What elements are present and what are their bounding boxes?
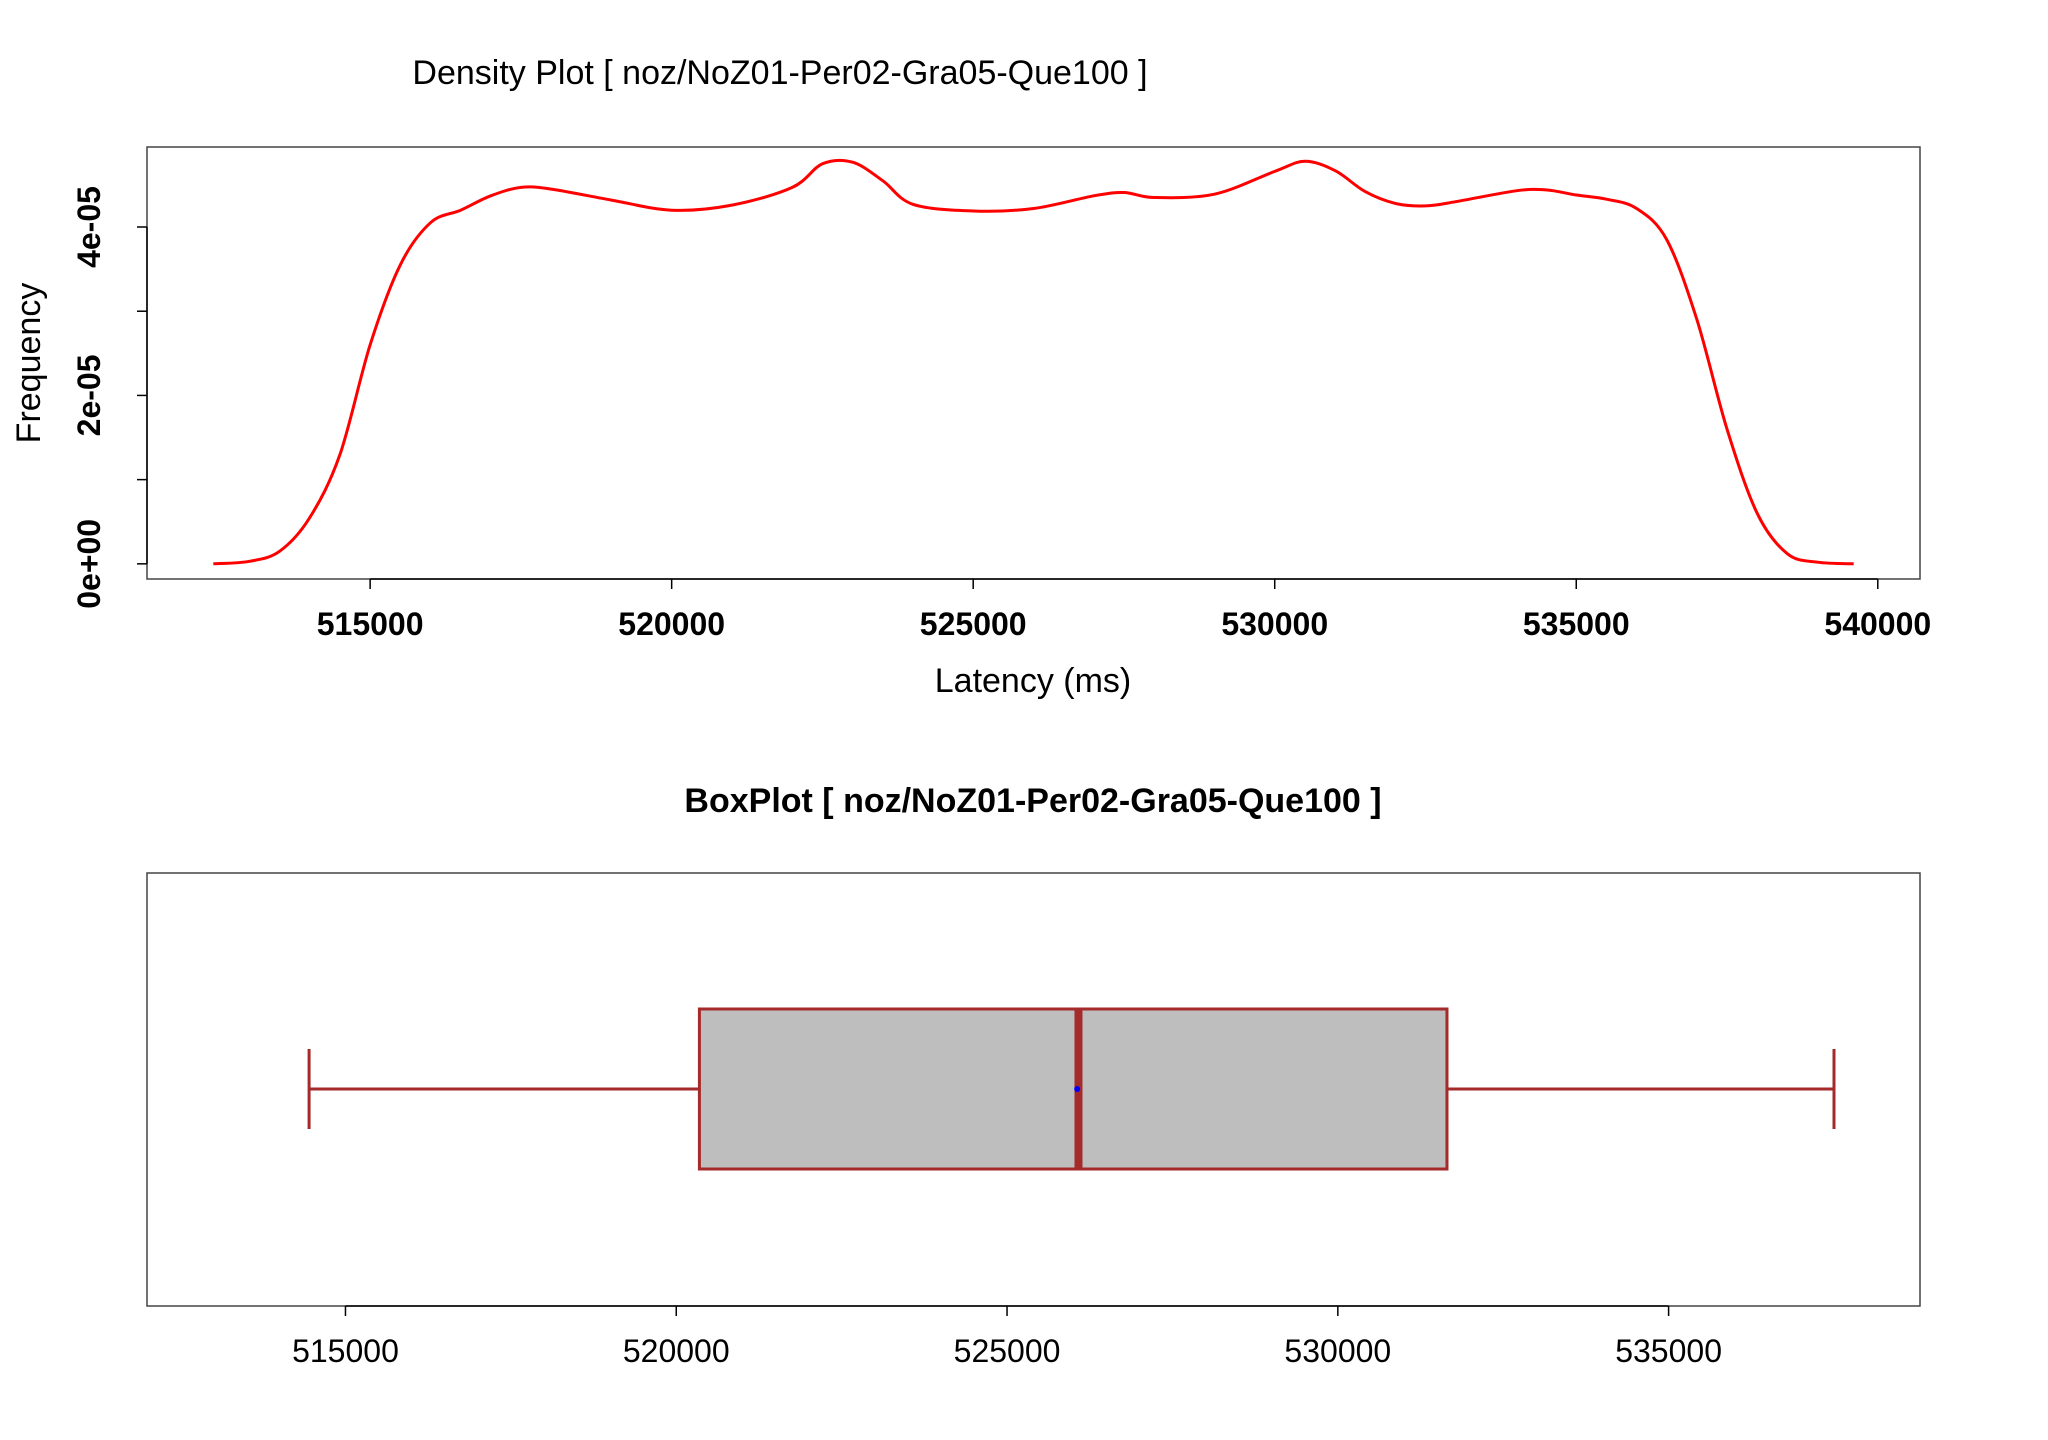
density-plot-frame (146, 146, 1921, 580)
density-x-ticks: 515000 520000 525000 530000 535000 540000 (317, 579, 1931, 642)
density-x-tick-label: 535000 (1523, 606, 1630, 642)
boxplot-marks (307, 1007, 1836, 1171)
density-x-axis-label: Latency (ms) (935, 662, 1132, 700)
density-x-tick-label: 530000 (1221, 606, 1328, 642)
density-x-tick-label: 520000 (618, 606, 725, 642)
density-curve (213, 158, 1854, 566)
boxplot-x-tick-label: 520000 (623, 1333, 730, 1369)
density-title: Density Plot [ noz/NoZ01-Per02-Gra05-Que… (412, 54, 1147, 92)
density-y-ticks: 0e+00 2e-05 4e-05 (71, 186, 147, 609)
density-y-tick-label: 4e-05 (71, 186, 107, 268)
box-plot: BoxPlot [ noz/NoZ01-Per02-Gra05-Que100 ]… (146, 782, 1921, 1369)
boxplot-x-tick-label: 530000 (1284, 1333, 1391, 1369)
density-y-tick-label: 2e-05 (71, 354, 107, 436)
boxplot-x-tick-label: 535000 (1615, 1333, 1722, 1369)
boxplot-mean-point (1074, 1086, 1081, 1092)
boxplot-x-tick-label: 515000 (292, 1333, 399, 1369)
density-plot: Density Plot [ noz/NoZ01-Per02-Gra05-Que… (10, 54, 1931, 700)
density-x-tick-label: 515000 (317, 606, 424, 642)
density-x-tick-label: 540000 (1824, 606, 1931, 642)
density-x-tick-label: 525000 (920, 606, 1027, 642)
boxplot-x-tick-label: 525000 (954, 1333, 1061, 1369)
density-y-axis-label: Frequency (10, 283, 48, 444)
boxplot-title: BoxPlot [ noz/NoZ01-Per02-Gra05-Que100 ] (684, 782, 1381, 820)
density-y-tick-label: 0e+00 (71, 519, 107, 609)
boxplot-box (697, 1007, 1449, 1171)
boxplot-x-ticks: 515000 520000 525000 530000 535000 (292, 1306, 1722, 1369)
